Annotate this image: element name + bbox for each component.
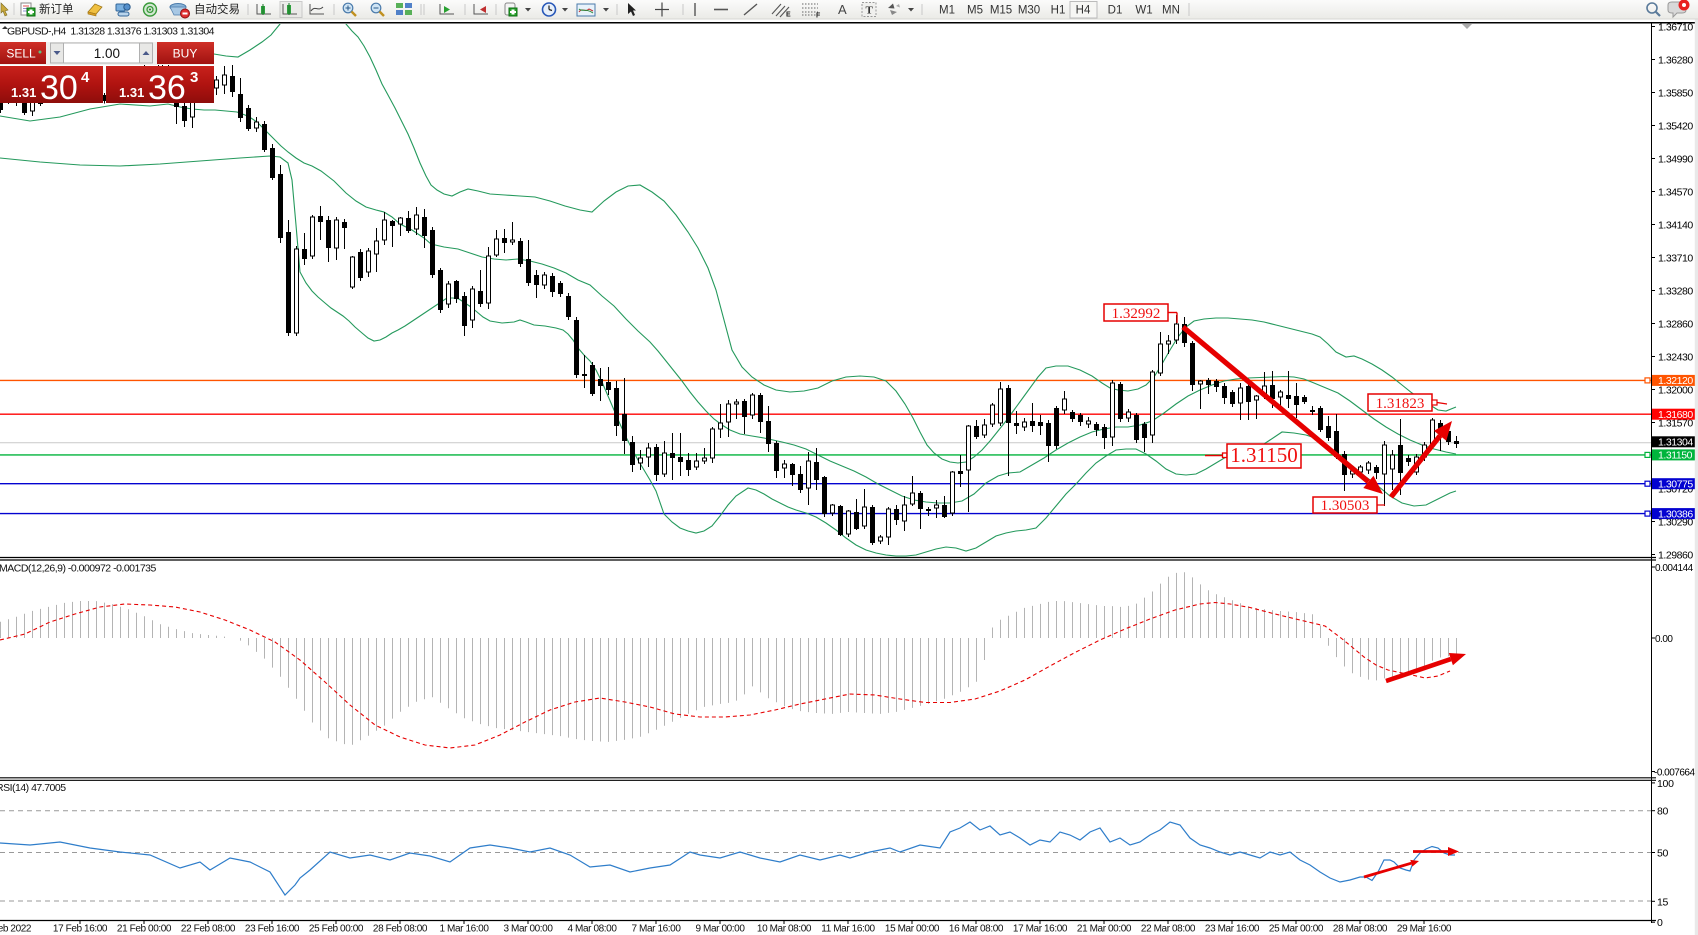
svg-text:0.004144: 0.004144 [1655,563,1694,574]
svg-text:1.35420: 1.35420 [1658,120,1693,132]
svg-text:1.31570: 1.31570 [1658,417,1693,429]
svg-text:50: 50 [1657,848,1669,860]
svg-text:0.00: 0.00 [1655,634,1673,645]
svg-text:36: 36 [148,69,186,103]
svg-text:3: 3 [190,69,198,86]
svg-text:80: 80 [1657,806,1669,818]
svg-text:10 Mar 08:00: 10 Mar 08:00 [757,924,812,935]
svg-text:1.31150: 1.31150 [1658,450,1693,462]
svg-text:21 Feb 00:00: 21 Feb 00:00 [117,924,172,935]
svg-text:MACD(12,26,9) -0.000972 -0.001: MACD(12,26,9) -0.000972 -0.001735 [0,563,157,575]
svg-text:1.31: 1.31 [11,85,36,100]
svg-text:1.00: 1.00 [94,46,120,61]
svg-text:9 Mar 00:00: 9 Mar 00:00 [696,924,746,935]
svg-text:1.31150: 1.31150 [1230,443,1297,467]
svg-text:23 Mar 16:00: 23 Mar 16:00 [1205,924,1260,935]
svg-text:4: 4 [81,69,90,86]
svg-text:22 Feb 08:00: 22 Feb 08:00 [181,924,236,935]
svg-text:1.30503: 1.30503 [1321,498,1370,514]
svg-text:28 Mar 08:00: 28 Mar 08:00 [1333,924,1388,935]
svg-text:1.30775: 1.30775 [1658,479,1693,491]
svg-text:1 Mar 16:00: 1 Mar 16:00 [440,924,490,935]
svg-text:新订单: 新订单 [39,2,74,16]
svg-text:22 Mar 08:00: 22 Mar 08:00 [1141,924,1196,935]
svg-text:29 Mar 16:00: 29 Mar 16:00 [1397,924,1452,935]
svg-text:100: 100 [1657,778,1674,790]
svg-text:30: 30 [40,69,78,103]
svg-text:F: F [816,13,821,20]
svg-text:1.34140: 1.34140 [1658,219,1693,231]
svg-text:25 Mar 00:00: 25 Mar 00:00 [1269,924,1324,935]
svg-text:1.34990: 1.34990 [1658,153,1693,165]
svg-text:1.32000: 1.32000 [1658,384,1693,396]
svg-text:1.32430: 1.32430 [1658,351,1693,363]
svg-text:15 Mar 00:00: 15 Mar 00:00 [885,924,940,935]
svg-text:自动交易: 自动交易 [194,2,240,16]
svg-text:28 Feb 08:00: 28 Feb 08:00 [373,924,428,935]
svg-text:1.31680: 1.31680 [1658,409,1693,421]
svg-text:H1: H1 [1051,5,1066,17]
svg-text:1.36710: 1.36710 [1658,21,1693,33]
svg-text:1.32992: 1.32992 [1112,306,1161,322]
svg-text:23 Feb 16:00: 23 Feb 16:00 [245,924,300,935]
svg-text:4 Mar 08:00: 4 Mar 08:00 [568,924,618,935]
svg-text:17 Feb 16:00: 17 Feb 16:00 [53,924,108,935]
svg-text:BUY: BUY [173,47,198,61]
svg-text:1.31304: 1.31304 [1658,437,1693,449]
svg-text:-0.007664: -0.007664 [1654,768,1695,779]
svg-text:RSI(14) 47.7005: RSI(14) 47.7005 [0,782,66,794]
svg-text:E: E [786,12,791,19]
svg-text:1.33280: 1.33280 [1658,285,1693,297]
svg-text:T: T [866,5,874,17]
svg-text:MN: MN [1162,5,1180,17]
svg-text:Feb 2022: Feb 2022 [0,924,32,935]
svg-text:W1: W1 [1135,5,1152,17]
svg-text:A: A [838,2,847,17]
svg-text:17 Mar 16:00: 17 Mar 16:00 [1013,924,1068,935]
svg-text:0: 0 [1657,917,1663,929]
svg-text:25 Feb 00:00: 25 Feb 00:00 [309,924,364,935]
svg-text:15: 15 [1657,896,1669,908]
svg-text:SELL: SELL [6,47,36,61]
svg-text:1.34570: 1.34570 [1658,186,1693,198]
svg-text:M5: M5 [967,5,983,17]
svg-text:1.30290: 1.30290 [1658,516,1693,528]
svg-text:11 Mar 16:00: 11 Mar 16:00 [821,924,875,935]
svg-text:1.35850: 1.35850 [1658,87,1693,99]
svg-text:GBPUSD-,H4 1.31328 1.31376 1.: GBPUSD-,H4 1.31328 1.31376 1.31303 1.313… [7,26,215,38]
svg-text:1.31823: 1.31823 [1376,396,1425,412]
svg-text:21 Mar 00:00: 21 Mar 00:00 [1077,924,1132,935]
svg-text:M15: M15 [990,5,1012,17]
svg-text:M1: M1 [939,5,955,17]
svg-text:D1: D1 [1108,5,1123,17]
svg-text:1.32120: 1.32120 [1658,375,1693,387]
svg-text:1.33710: 1.33710 [1658,252,1693,264]
svg-text:3 Mar 00:00: 3 Mar 00:00 [504,924,554,935]
svg-text:16 Mar 08:00: 16 Mar 08:00 [949,924,1004,935]
svg-text:1.30386: 1.30386 [1658,508,1693,520]
svg-text:H4: H4 [1076,5,1091,17]
svg-text:7 Mar 16:00: 7 Mar 16:00 [632,924,682,935]
svg-text:1.36280: 1.36280 [1658,54,1693,66]
svg-text:1.29860: 1.29860 [1658,549,1693,561]
svg-text:1.31: 1.31 [119,85,144,100]
svg-text:1.32860: 1.32860 [1658,318,1693,330]
svg-text:M30: M30 [1018,5,1040,17]
